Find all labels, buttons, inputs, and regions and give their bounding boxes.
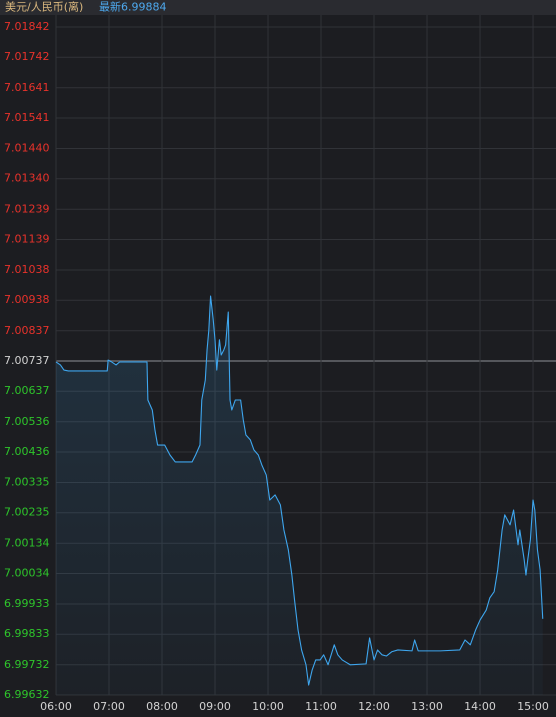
chart-subtitle: 最新6.99884 [99,0,167,14]
y-tick-label: 7.00737 [4,354,50,367]
y-tick-label: 7.01239 [4,202,50,215]
y-tick-label: 7.01641 [4,81,50,94]
x-tick-label: 08:00 [146,700,178,713]
y-tick-label: 7.00034 [4,566,50,579]
x-tick-label: 14:00 [464,700,496,713]
y-tick-label: 7.00335 [4,476,50,489]
y-tick-label: 6.99732 [4,658,50,671]
y-tick-label: 7.00235 [4,506,50,519]
area [56,296,543,695]
y-tick-label: 7.01742 [4,50,50,63]
y-tick-label: 7.01440 [4,142,50,155]
y-tick-label: 7.00837 [4,324,50,337]
x-tick-label: 09:00 [199,700,231,713]
x-tick-label: 06:00 [40,700,72,713]
y-tick-label: 6.99632 [4,688,50,701]
price-line [55,295,544,686]
x-tick-label: 12:00 [358,700,390,713]
y-tick-label: 7.00637 [4,384,50,397]
y-tick-label: 7.01842 [4,20,50,33]
y-tick-label: 7.00436 [4,445,50,458]
y-tick-label: 6.99833 [4,627,50,640]
y-tick-label: 7.01541 [4,111,50,124]
header-bar [0,0,556,15]
y-tick-label: 7.00938 [4,293,50,306]
x-tick-label: 11:00 [305,700,337,713]
y-tick-label: 7.00536 [4,415,50,428]
x-tick-label: 15:00 [517,700,549,713]
y-tick-label: 7.01139 [4,232,50,245]
y-tick-label: 7.00134 [4,536,50,549]
y-tick-label: 7.01340 [4,172,50,185]
chart-title: 美元/人民币(离) [5,0,83,14]
y-tick-label: 7.01038 [4,263,50,276]
x-tick-label: 13:00 [411,700,443,713]
x-tick-label: 10:00 [252,700,284,713]
y-tick-label: 6.99933 [4,597,50,610]
x-tick-label: 07:00 [93,700,125,713]
